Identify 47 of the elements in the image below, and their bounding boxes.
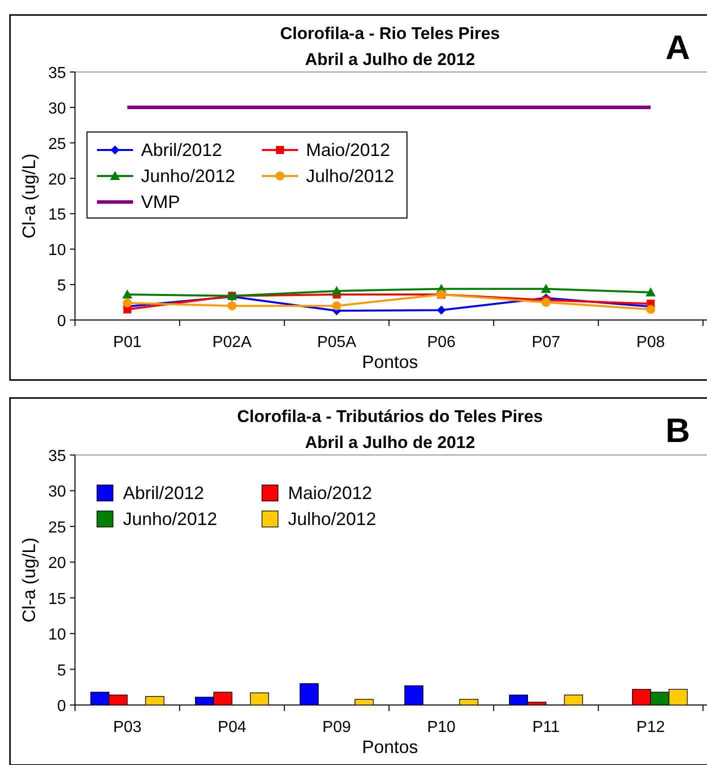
x-tick-label: P10 bbox=[427, 719, 456, 736]
x-tick-label: P06 bbox=[427, 334, 456, 351]
x-axis-title: Pontos bbox=[362, 737, 418, 757]
y-tick-label: 0 bbox=[57, 313, 66, 330]
legend-label: VMP bbox=[141, 192, 180, 212]
y-tick-label: 25 bbox=[48, 519, 66, 536]
y-tick-label: 10 bbox=[48, 626, 66, 644]
y-tick-label: 15 bbox=[48, 590, 66, 608]
legend-label: Abril/2012 bbox=[123, 483, 204, 503]
legend-label: Julho/2012 bbox=[288, 509, 376, 529]
chart-title: Clorofila-a - Rio Teles Pires bbox=[280, 24, 500, 43]
y-axis-title: Cl-a (ug/L) bbox=[19, 153, 39, 239]
chart-title: Clorofila-a - Tributários do Teles Pires bbox=[237, 407, 543, 426]
text: B bbox=[665, 412, 690, 450]
y-tick-label: 0 bbox=[57, 698, 66, 715]
y-axis-title: Cl-a (ug/L) bbox=[19, 537, 39, 623]
legend-label: Maio/2012 bbox=[306, 140, 390, 160]
y-tick-label: 20 bbox=[48, 555, 66, 572]
chart-subtitle: Abril a Julho de 2012 bbox=[304, 50, 476, 69]
x-tick-label: P01 bbox=[113, 334, 142, 351]
x-tick-label: P12 bbox=[636, 719, 666, 736]
x-tick-label: P03 bbox=[113, 719, 142, 736]
legend-label: Maio/2012 bbox=[288, 483, 372, 503]
y-tick-label: 35 bbox=[48, 448, 66, 465]
x-tick-label: P09 bbox=[322, 719, 352, 736]
x-tick-label: P11 bbox=[532, 719, 560, 736]
x-axis-title: Pontos bbox=[362, 352, 418, 372]
y-tick-label: 5 bbox=[57, 278, 66, 295]
legend-label: Junho/2012 bbox=[141, 166, 236, 186]
y-tick-label: 25 bbox=[48, 136, 66, 153]
legend-label: Abril/2012 bbox=[141, 140, 222, 160]
x-tick-label: P05A bbox=[317, 334, 357, 351]
legend-label: Julho/2012 bbox=[306, 166, 394, 186]
y-tick-label: 20 bbox=[48, 171, 66, 188]
x-tick-label: P04 bbox=[218, 719, 246, 736]
y-tick-label: 35 bbox=[48, 65, 66, 82]
y-tick-label: 5 bbox=[57, 662, 66, 680]
y-tick-label: 15 bbox=[48, 206, 66, 224]
y-tick-label: 30 bbox=[48, 484, 66, 501]
y-tick-label: 30 bbox=[48, 100, 66, 118]
y-tick-label: 10 bbox=[48, 242, 66, 260]
chart-subtitle: Abril a Julho de 2012 bbox=[304, 433, 476, 452]
x-tick-label: P07 bbox=[532, 334, 560, 351]
x-tick-label: P02A bbox=[212, 334, 252, 351]
text: A bbox=[665, 29, 690, 67]
x-tick-label: P08 bbox=[636, 334, 666, 351]
legend-label: Junho/2012 bbox=[123, 509, 218, 529]
